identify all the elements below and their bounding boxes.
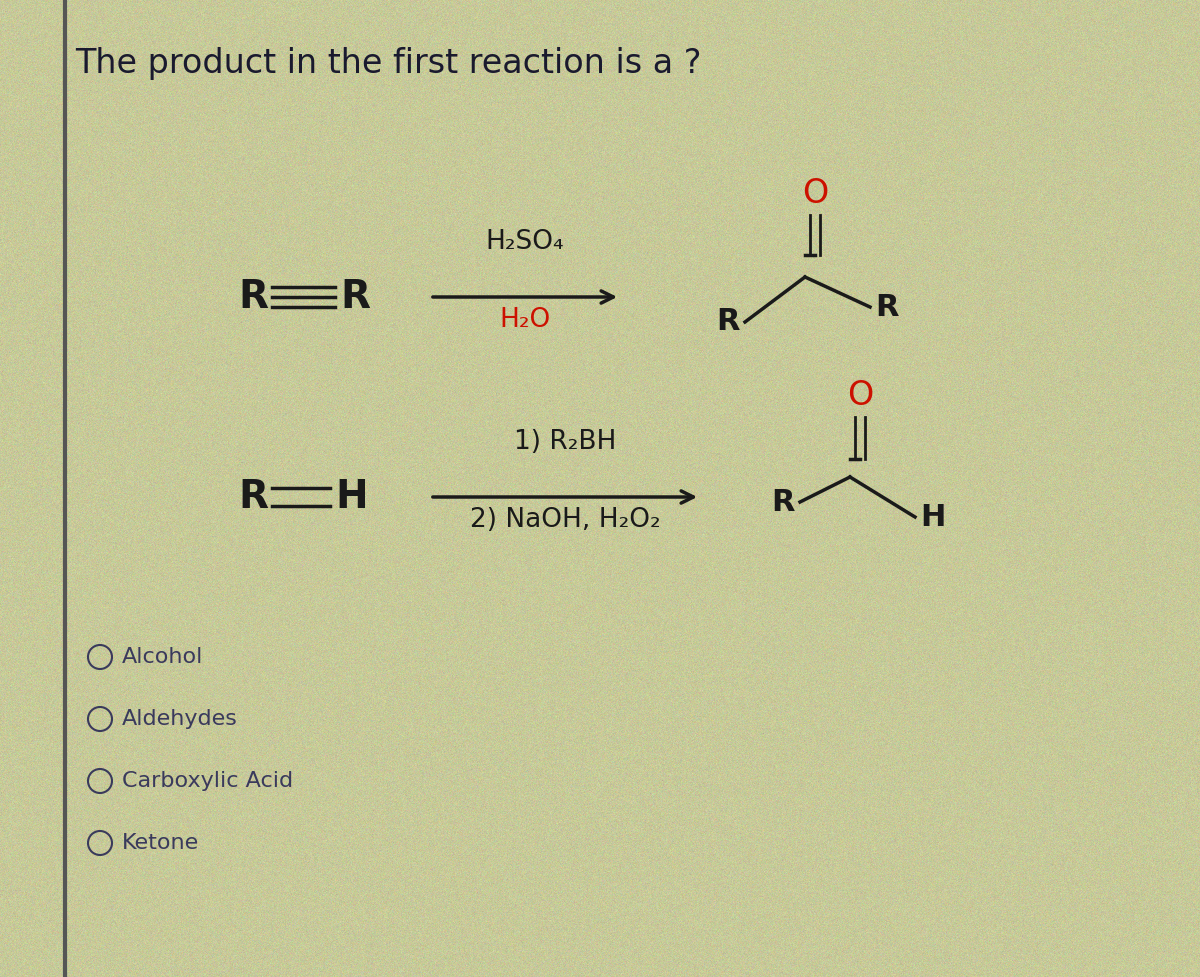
Text: R: R: [340, 278, 370, 316]
Text: Ketone: Ketone: [122, 833, 199, 853]
Text: H: H: [920, 502, 946, 531]
Text: Aldehydes: Aldehydes: [122, 709, 238, 729]
Text: R: R: [716, 308, 740, 336]
Text: Carboxylic Acid: Carboxylic Acid: [122, 771, 293, 791]
Text: R: R: [875, 292, 899, 321]
Text: Alcohol: Alcohol: [122, 647, 203, 667]
Text: 1) R₂BH: 1) R₂BH: [514, 429, 616, 455]
Text: 2) NaOH, H₂O₂: 2) NaOH, H₂O₂: [469, 507, 660, 533]
Text: O: O: [847, 379, 874, 412]
Text: R: R: [238, 278, 268, 316]
Text: R: R: [772, 488, 796, 517]
Text: R: R: [238, 478, 268, 516]
Text: H₂SO₄: H₂SO₄: [486, 229, 564, 255]
Text: H: H: [335, 478, 367, 516]
Text: The product in the first reaction is a ?: The product in the first reaction is a ?: [74, 47, 702, 80]
Text: H₂O: H₂O: [499, 307, 551, 333]
Text: O: O: [802, 177, 828, 210]
